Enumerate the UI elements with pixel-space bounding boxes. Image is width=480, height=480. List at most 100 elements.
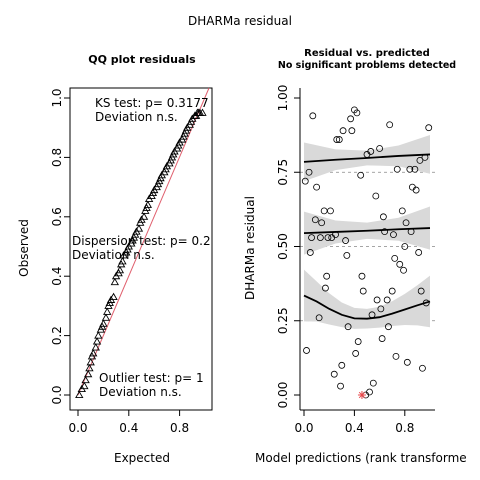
- qq-point: [134, 224, 144, 232]
- qq-point: [118, 257, 127, 265]
- qq-point: [75, 390, 84, 398]
- residual-point: [303, 347, 310, 354]
- residual-point: [347, 115, 355, 123]
- residual-point: [421, 153, 429, 161]
- qq-point: [110, 277, 120, 286]
- qq-point: [103, 307, 112, 315]
- residual-point: [385, 323, 392, 331]
- residual-y-tick-label: 0.00: [276, 382, 290, 409]
- qq-point: [115, 265, 125, 274]
- residual-x-axis: 0.0 0.4 0.8: [294, 410, 414, 435]
- residual-y-axis-label: DHARMa residual: [243, 196, 257, 300]
- residual-point: [338, 361, 346, 369]
- residual-point: [369, 379, 377, 387]
- dispersion-deviation-text: Deviation n.s.: [72, 248, 155, 262]
- qq-point: [94, 331, 103, 339]
- residual-point: [332, 231, 339, 239]
- qq-y-axis: 0.0 0.2 0.4 0.6 0.8 1.0: [50, 88, 71, 405]
- residual-point: [301, 177, 309, 185]
- residual-x-tick-label: 0.0: [294, 421, 313, 435]
- residual-point: [403, 358, 411, 366]
- qq-point: [101, 313, 111, 321]
- residual-x-axis-label: Model predictions (rank transforme: [255, 451, 467, 465]
- residual-point: [335, 136, 343, 143]
- qq-points: [75, 108, 207, 398]
- qq-y-tick-label: 0.8: [50, 148, 64, 167]
- residual-point: [393, 165, 401, 173]
- qq-x-tick-label: 0.8: [170, 421, 189, 435]
- outlier-point: [357, 391, 366, 399]
- qq-x-tick-label: 0.0: [68, 421, 87, 435]
- residual-point: [408, 183, 416, 191]
- qq-y-tick-label: 0.6: [50, 207, 64, 226]
- residual-point: [342, 237, 349, 244]
- residual-point: [354, 338, 362, 345]
- residual-point: [305, 168, 313, 176]
- residual-point: [306, 249, 314, 256]
- residual-point: [366, 388, 373, 396]
- residual-point: [416, 156, 424, 164]
- dispersion-test-text: Dispersion test: p= 0.2: [72, 234, 211, 248]
- qq-x-axis: 0.0 0.4 0.8: [68, 409, 189, 435]
- residual-y-tick-label: 0.50: [276, 233, 290, 260]
- residual-point: [422, 299, 430, 307]
- qq-point: [109, 292, 118, 300]
- residual-point: [378, 335, 386, 342]
- residual-point: [406, 165, 414, 173]
- residual-vs-predicted-panel: Residual vs. predicted No significant pr…: [243, 48, 467, 465]
- residual-point: [323, 272, 331, 280]
- residual-point: [400, 266, 407, 274]
- outlier-points: [357, 391, 366, 399]
- qq-point: [85, 363, 94, 372]
- residual-point: [344, 323, 352, 331]
- residual-point: [311, 216, 319, 224]
- residual-point: [315, 314, 323, 322]
- residual-x-tick-label: 0.4: [345, 421, 364, 435]
- residual-point: [320, 207, 328, 215]
- residual-point: [333, 136, 341, 143]
- qq-point: [99, 319, 108, 327]
- quantile-band: [304, 269, 430, 329]
- residual-point: [308, 234, 315, 241]
- residual-y-axis: 0.00 0.25 0.50 0.75 1.00: [276, 85, 300, 409]
- qq-point: [198, 108, 207, 116]
- residual-point: [357, 171, 365, 179]
- qq-panel-title: QQ plot residuals: [88, 53, 196, 66]
- residual-point: [327, 207, 334, 215]
- residual-point: [368, 311, 376, 319]
- ks-deviation-text: Deviation n.s.: [95, 110, 178, 124]
- qq-plot-panel: QQ plot residuals 0.0 0.4 0.8 0.0 0.2 0.4 0.6…: [17, 53, 213, 465]
- residual-point: [309, 112, 317, 120]
- residual-point: [376, 145, 384, 152]
- quantile-fit-line: [303, 294, 431, 320]
- residual-point: [318, 219, 326, 227]
- residual-point: [383, 296, 391, 304]
- qq-point: [83, 369, 93, 378]
- qq-point: [80, 381, 89, 390]
- residual-point: [396, 260, 404, 268]
- residual-point: [402, 219, 410, 227]
- residual-point: [337, 382, 344, 390]
- quantile-fit-lines: [303, 153, 431, 320]
- residual-point: [412, 186, 420, 194]
- residual-point: [417, 287, 425, 295]
- residual-point: [352, 350, 360, 357]
- residual-y-tick-label: 0.75: [276, 159, 290, 186]
- residual-point: [316, 234, 324, 241]
- residual-point: [373, 296, 381, 304]
- qq-y-axis-label: Observed: [17, 219, 31, 277]
- residual-point: [379, 213, 387, 221]
- quantile-fit-line: [303, 227, 431, 235]
- residual-point: [358, 272, 366, 280]
- residual-y-tick-label: 1.00: [276, 85, 290, 112]
- residual-point: [377, 305, 385, 313]
- residual-point: [425, 124, 433, 132]
- residual-point: [322, 284, 329, 292]
- qq-y-tick-label: 0.2: [50, 326, 64, 345]
- residual-points: [301, 106, 433, 399]
- residual-point: [401, 243, 409, 250]
- residual-point: [343, 252, 351, 259]
- qq-point: [139, 212, 149, 220]
- residual-point: [353, 109, 361, 117]
